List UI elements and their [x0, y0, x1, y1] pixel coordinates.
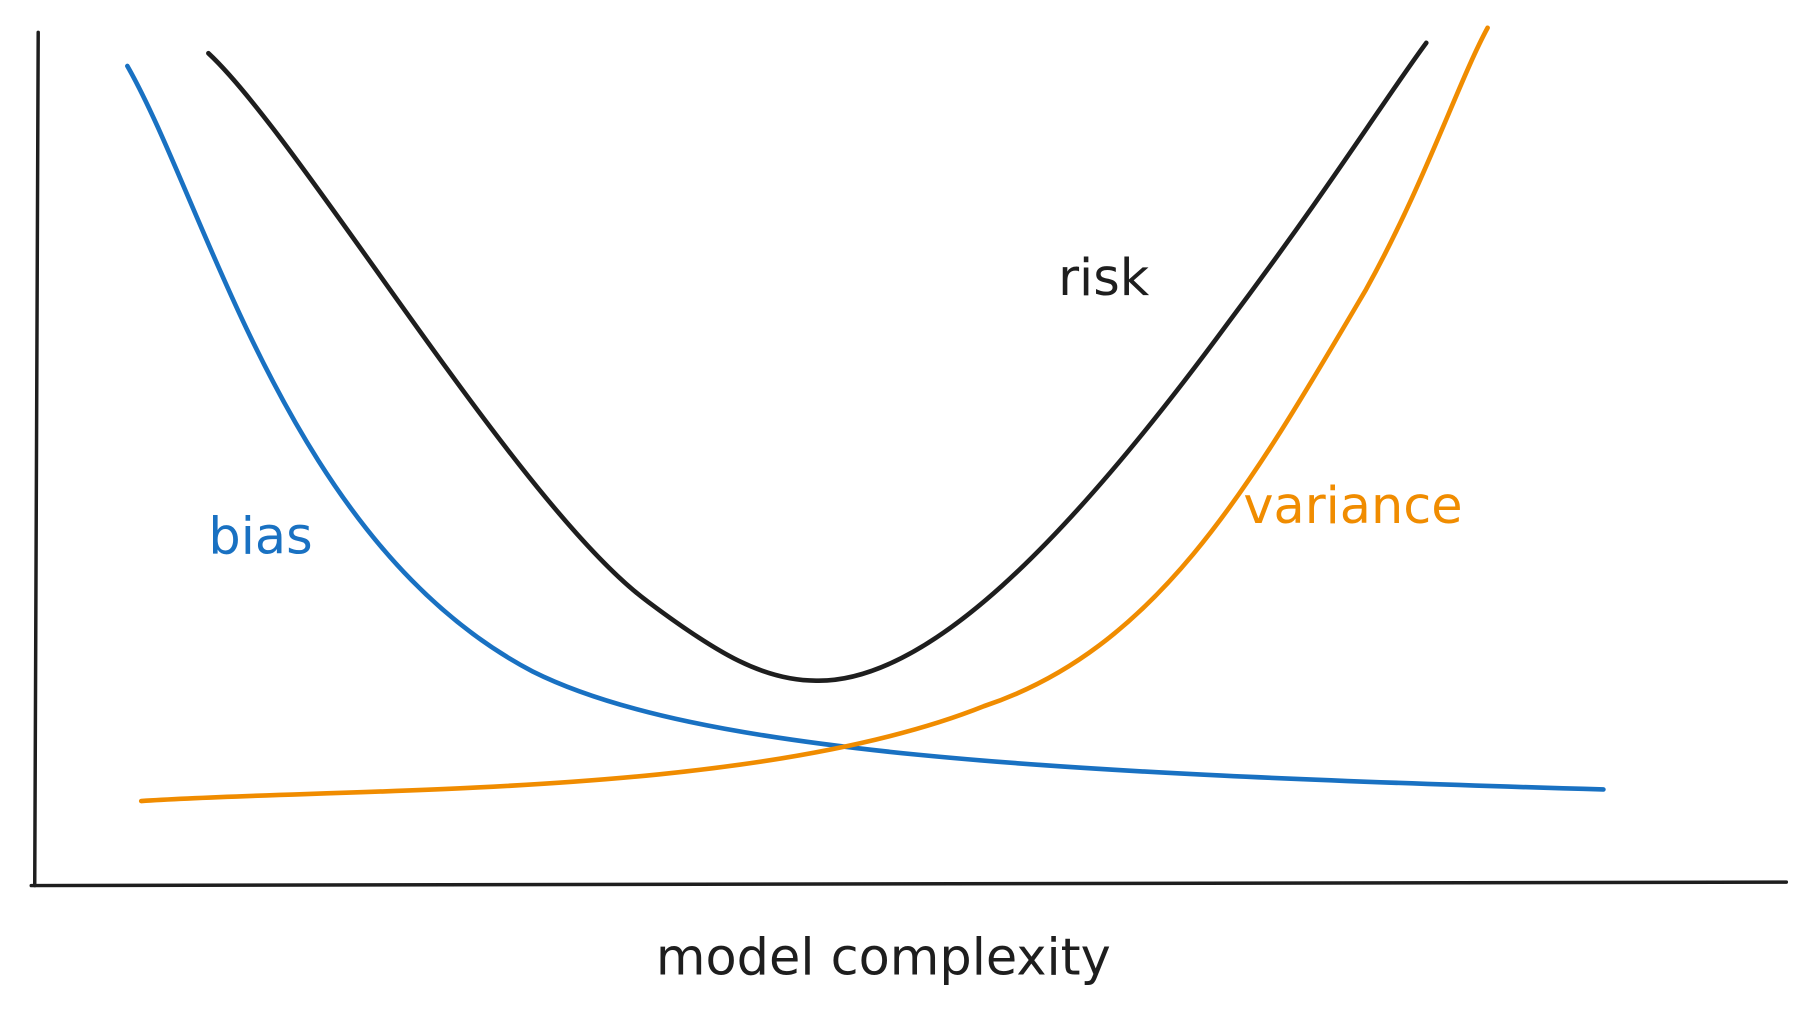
risk-curve: [206, 40, 1429, 683]
x-axis: [29, 880, 1789, 888]
variance-curve: [138, 25, 1490, 804]
bias-curve: [125, 63, 1606, 792]
y-axis: [32, 30, 40, 888]
risk-label: risk: [1058, 249, 1150, 308]
x-axis-label: model complexity: [656, 929, 1111, 988]
variance-label: variance: [1243, 477, 1462, 536]
bias-label: bias: [208, 507, 312, 566]
